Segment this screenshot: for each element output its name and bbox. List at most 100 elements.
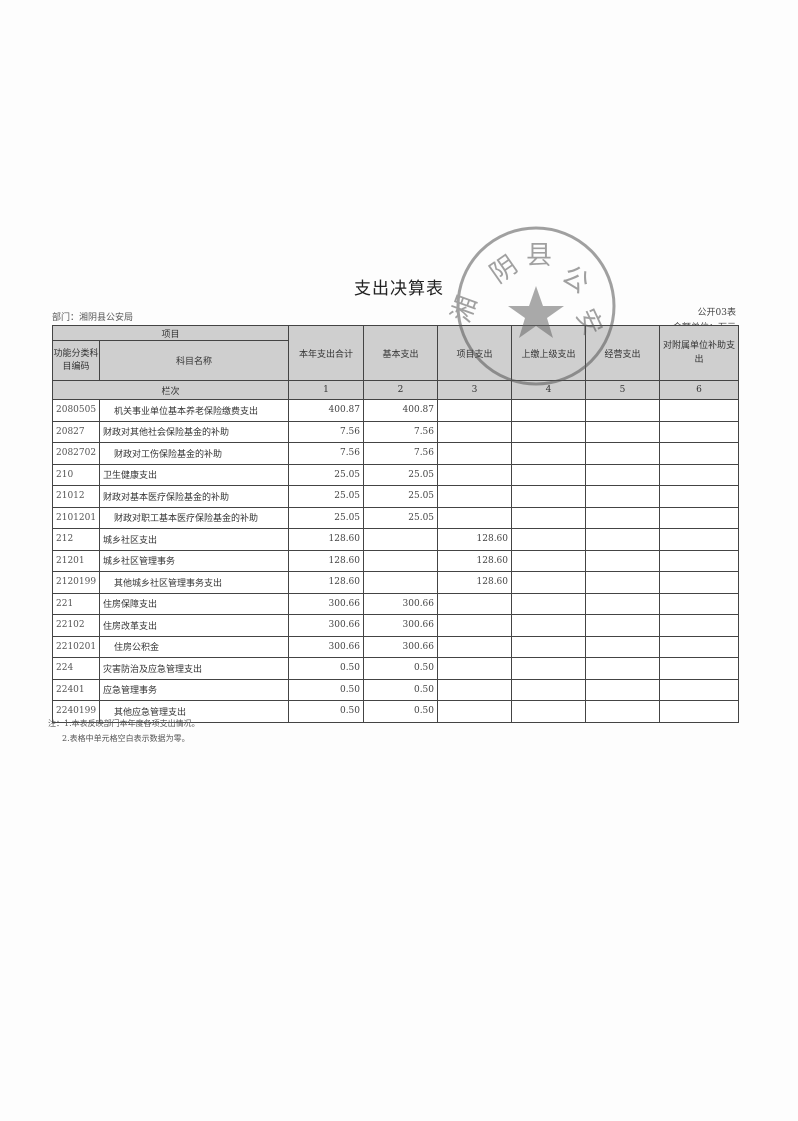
cell-basic: 300.66 — [363, 592, 439, 615]
cell-name: 财政对工伤保险基金的补助 — [98, 442, 290, 465]
cell-empty — [511, 592, 587, 615]
cell-empty — [659, 592, 740, 615]
cell-code: 2080505 — [52, 399, 100, 422]
cell-total: 25.05 — [288, 485, 365, 508]
cell-empty — [585, 506, 661, 529]
cell-name: 其他应急管理支出 — [98, 700, 290, 723]
cell-total: 300.66 — [288, 592, 365, 615]
note-1: 注：1.本表反映部门本年度各项支出情况。 — [48, 719, 200, 728]
cell-empty — [659, 549, 740, 572]
cell-total: 300.66 — [288, 635, 365, 658]
cell-empty — [659, 442, 740, 465]
cell-name: 住房保障支出 — [98, 592, 290, 615]
cell-name: 其他城乡社区管理事务支出 — [98, 571, 290, 594]
cell-empty — [659, 657, 740, 680]
cell-empty — [511, 571, 587, 594]
column-number: 5 — [585, 380, 661, 400]
cell-empty — [659, 700, 740, 723]
cell-code: 2210201 — [52, 635, 100, 658]
cell-project — [437, 657, 513, 680]
cell-project — [437, 420, 513, 443]
cell-empty — [585, 592, 661, 615]
table-row: 2080505 机关事业单位基本养老保险缴费支出 400.87 400.87 — [52, 399, 740, 422]
cell-empty — [585, 549, 661, 572]
expenditure-table: 项目 本年支出合计 基本支出 项目支出 上缴上级支出 经营支出 对附属单位补助支… — [51, 325, 740, 723]
cell-empty — [659, 678, 740, 701]
cell-basic: 25.05 — [363, 485, 439, 508]
cell-empty — [511, 485, 587, 508]
cell-name: 城乡社区管理事务 — [98, 549, 290, 572]
cell-basic: 0.50 — [363, 700, 439, 723]
cell-empty — [585, 635, 661, 658]
note-2: 2.表格中单元格空白表示数据为零。 — [62, 734, 190, 743]
cell-name: 城乡社区支出 — [98, 528, 290, 551]
header-item: 项目 — [51, 325, 290, 341]
cell-empty — [585, 485, 661, 508]
cell-empty — [585, 678, 661, 701]
cell-basic — [363, 528, 439, 551]
cell-basic: 400.87 — [363, 399, 439, 422]
cell-name: 卫生健康支出 — [98, 463, 290, 486]
cell-project — [437, 592, 513, 615]
table-row: 2240199 其他应急管理支出 0.50 0.50 — [52, 700, 740, 723]
cell-empty — [659, 571, 740, 594]
official-seal: 阴 县 公 安 湘 — [448, 226, 616, 386]
svg-text:县: 县 — [526, 241, 552, 271]
cell-total: 0.50 — [288, 678, 365, 701]
cell-total: 128.60 — [288, 571, 365, 594]
header-business: 经营支出 — [585, 325, 661, 381]
cell-project — [437, 463, 513, 486]
cell-empty — [585, 657, 661, 680]
cell-project — [437, 678, 513, 701]
cell-code: 2101201 — [52, 506, 100, 529]
header-code: 功能分类科目编码 — [52, 340, 100, 381]
cell-empty — [511, 700, 587, 723]
svg-text:阴: 阴 — [485, 250, 524, 289]
cell-basic: 0.50 — [363, 678, 439, 701]
cell-name: 财政对职工基本医疗保险基金的补助 — [98, 506, 290, 529]
cell-total: 400.87 — [288, 399, 365, 422]
svg-text:安: 安 — [570, 304, 608, 340]
notes: 注：1.本表反映部门本年度各项支出情况。 2.表格中单元格空白表示数据为零。 — [48, 716, 200, 746]
cell-name: 住房改革支出 — [98, 614, 290, 637]
cell-code: 2120199 — [52, 571, 100, 594]
table-row: 22401 应急管理事务 0.50 0.50 — [52, 678, 740, 701]
cell-empty — [511, 635, 587, 658]
cell-project: 128.60 — [437, 549, 513, 572]
cell-project — [437, 635, 513, 658]
cell-empty — [511, 614, 587, 637]
form-number: 公开03表 — [697, 308, 736, 318]
cell-code: 21201 — [52, 549, 100, 572]
cell-empty — [585, 442, 661, 465]
svg-text:公: 公 — [556, 260, 595, 299]
cell-project: 128.60 — [437, 571, 513, 594]
cell-empty — [511, 657, 587, 680]
cell-empty — [511, 549, 587, 572]
cell-project — [437, 700, 513, 723]
page-title: 支出决算表 — [354, 279, 444, 299]
cell-project — [437, 614, 513, 637]
cell-code: 2082702 — [52, 442, 100, 465]
cell-empty — [659, 420, 740, 443]
cell-basic: 7.56 — [363, 442, 439, 465]
cell-basic: 300.66 — [363, 614, 439, 637]
cell-basic: 7.56 — [363, 420, 439, 443]
cell-empty — [659, 485, 740, 508]
cell-basic: 0.50 — [363, 657, 439, 680]
cell-project — [437, 485, 513, 508]
cell-empty — [659, 528, 740, 551]
cell-empty — [659, 635, 740, 658]
svg-text:湘: 湘 — [448, 292, 483, 327]
cell-basic — [363, 549, 439, 572]
cell-code: 21012 — [52, 485, 100, 508]
cell-basic: 25.05 — [363, 506, 439, 529]
cell-total: 25.05 — [288, 506, 365, 529]
cell-code: 210 — [52, 463, 100, 486]
cell-basic: 25.05 — [363, 463, 439, 486]
column-number: 2 — [363, 380, 439, 400]
cell-empty — [585, 399, 661, 422]
cell-project: 128.60 — [437, 528, 513, 551]
cell-code: 20827 — [52, 420, 100, 443]
cell-empty — [585, 463, 661, 486]
